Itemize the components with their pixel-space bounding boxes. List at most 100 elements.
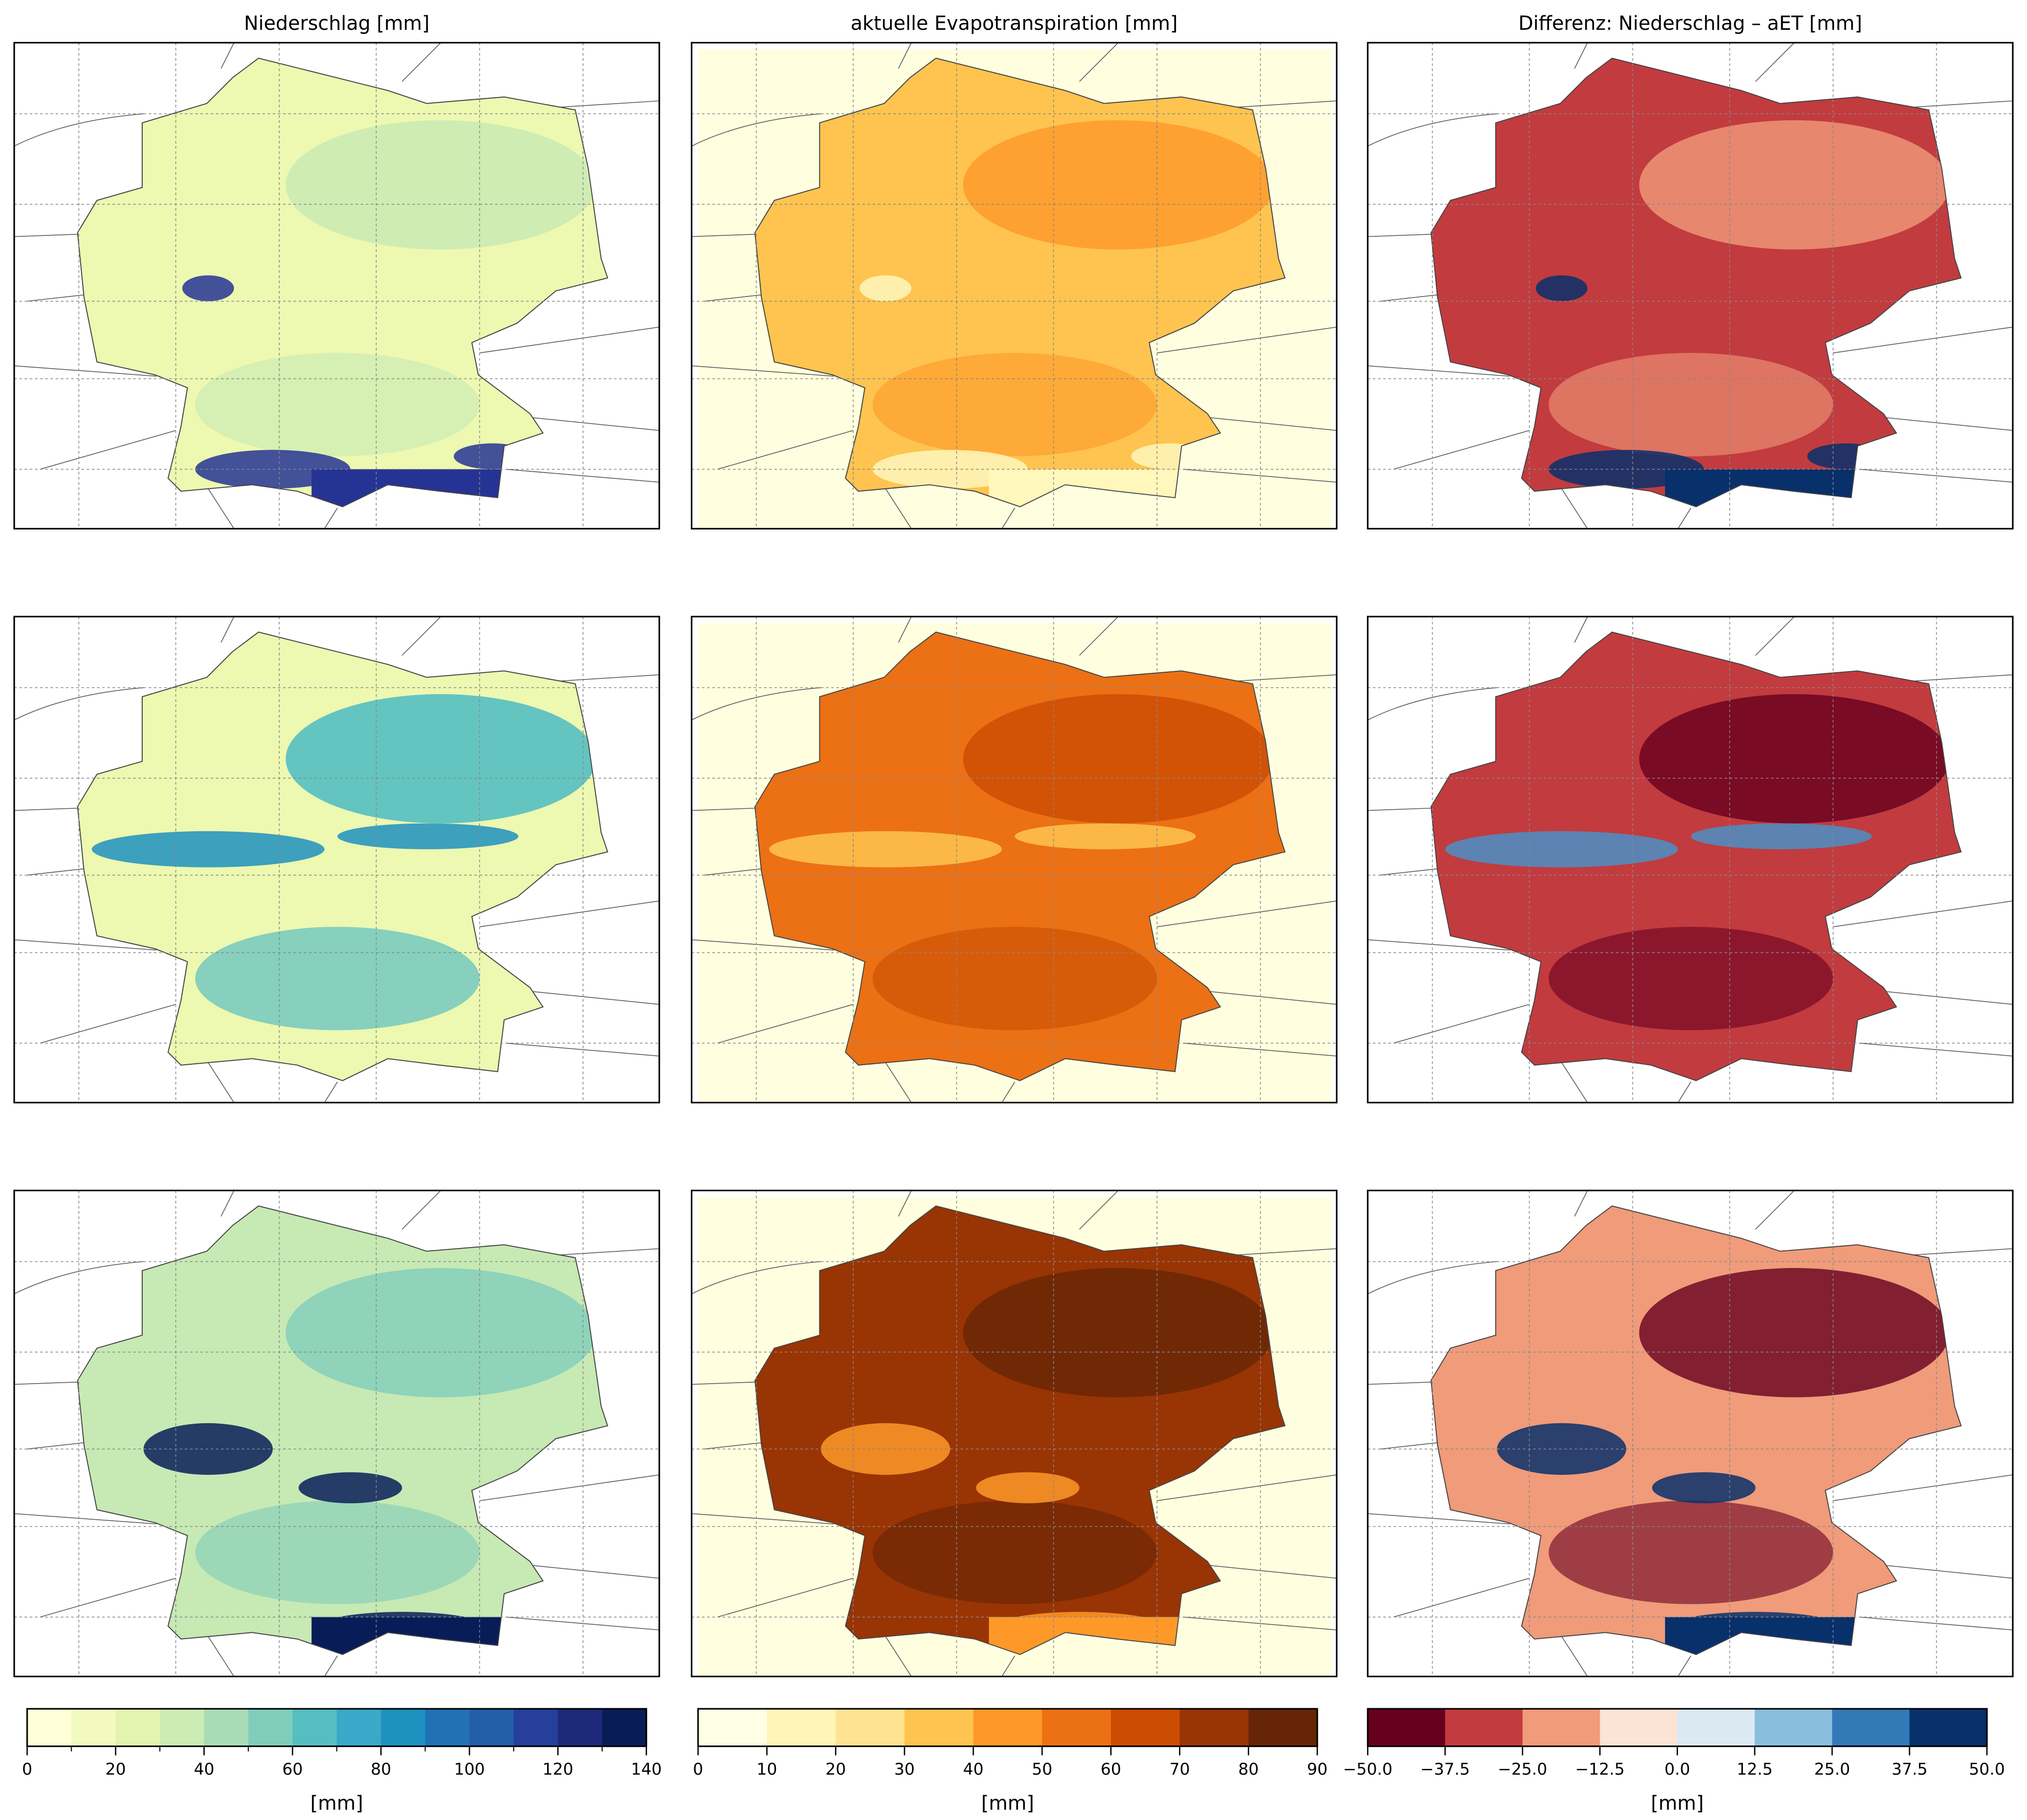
colorbar-segment bbox=[425, 1709, 470, 1746]
accent-region bbox=[872, 353, 1157, 456]
colorbar-segment bbox=[248, 1709, 293, 1746]
colorbar-segment bbox=[1522, 1709, 1601, 1746]
map-panel-r1-c1 bbox=[13, 42, 660, 529]
panel-frame bbox=[690, 42, 1337, 529]
panel-frame bbox=[690, 615, 1337, 1104]
accent-region bbox=[963, 1268, 1274, 1397]
alps-region bbox=[1665, 469, 1859, 507]
accent-region bbox=[195, 353, 480, 456]
accent-region bbox=[872, 927, 1157, 1030]
colorbar-tick-label: 100 bbox=[454, 1760, 485, 1778]
colorbar-segment bbox=[159, 1709, 205, 1746]
intensity-region bbox=[860, 275, 912, 301]
colorbar-tick-label: −25.0 bbox=[1498, 1760, 1548, 1778]
panel-frame bbox=[13, 42, 660, 529]
colorbar-segment bbox=[904, 1709, 974, 1746]
colorbar-tick-label: 40 bbox=[194, 1760, 214, 1778]
colorbar-tick-label: 20 bbox=[826, 1760, 846, 1778]
colorbar-3: −50.0 −37.5 −25.0 −12.5 0.0 12.5 25.0 37.5 50.0 [… bbox=[1343, 1708, 2005, 1814]
intensity-region bbox=[182, 275, 234, 301]
colorbar-segment bbox=[1909, 1709, 1987, 1746]
colorbar-tick-label: 0 bbox=[22, 1760, 32, 1778]
column-title: aktuelle Evapotranspiration [mm] bbox=[850, 11, 1178, 34]
accent-region bbox=[286, 1268, 596, 1397]
intensity-region bbox=[976, 1472, 1080, 1503]
colorbar-tick-label: 90 bbox=[1307, 1760, 1327, 1778]
intensity-region bbox=[1445, 831, 1678, 868]
intensity-region bbox=[1452, 965, 1491, 1043]
colorbar-segment bbox=[973, 1709, 1043, 1746]
colorbar-segment bbox=[836, 1709, 905, 1746]
colorbar-segment bbox=[698, 1709, 767, 1746]
colorbar-tick-label: 60 bbox=[1101, 1760, 1121, 1778]
accent-region bbox=[195, 1501, 480, 1604]
accent-region bbox=[286, 694, 596, 824]
colorbar-label: [mm] bbox=[310, 1791, 363, 1814]
map-panel-r3-c3 bbox=[1367, 1189, 2014, 1678]
map-panel-r1-c3 bbox=[1367, 42, 2014, 529]
colorbar-segment bbox=[1677, 1709, 1755, 1746]
alps-region bbox=[311, 1617, 506, 1655]
colorbar-2: 0 10 20 30 40 50 60 70 80 90 [mm] bbox=[693, 1708, 1327, 1814]
colorbar-segment bbox=[292, 1709, 338, 1746]
alps-region bbox=[1665, 1617, 1859, 1655]
colorbar-segment bbox=[767, 1709, 836, 1746]
colorbar-tick-label: 70 bbox=[1169, 1760, 1190, 1778]
intensity-region bbox=[1652, 1472, 1756, 1503]
colorbar-segment bbox=[1368, 1709, 1446, 1746]
accent-region bbox=[1639, 120, 1950, 250]
intensity-region bbox=[769, 831, 1002, 868]
column-title: Niederschlag [mm] bbox=[244, 11, 430, 34]
map-panel-r3-c2 bbox=[690, 1189, 1337, 1678]
accent-region bbox=[1549, 1501, 1833, 1604]
colorbar-segment bbox=[1832, 1709, 1910, 1746]
alps-region bbox=[311, 469, 506, 507]
panel-frame bbox=[1367, 1189, 2014, 1678]
column-title: Differenz: Niederschlag – aET [mm] bbox=[1518, 11, 1862, 34]
panel-frame bbox=[1367, 615, 2014, 1104]
panel-frame bbox=[690, 1189, 1337, 1678]
colorbar-frame bbox=[697, 1708, 1318, 1747]
intensity-region bbox=[454, 443, 531, 469]
colorbar-tick-label: 37.5 bbox=[1891, 1760, 1927, 1778]
map-panel-r3-c1 bbox=[13, 1189, 660, 1678]
accent-region bbox=[286, 120, 596, 250]
colorbar-segment bbox=[204, 1709, 249, 1746]
colorbar-segment bbox=[337, 1709, 382, 1746]
accent-region bbox=[1549, 927, 1833, 1030]
intensity-region bbox=[298, 1472, 402, 1503]
accent-region bbox=[1639, 1268, 1950, 1397]
colorbar-tick-label: 140 bbox=[631, 1760, 662, 1778]
colorbar-tick-label: −37.5 bbox=[1421, 1760, 1470, 1778]
colorbar-segment bbox=[27, 1709, 72, 1746]
colorbar-tick-label: 12.5 bbox=[1737, 1760, 1772, 1778]
colorbar-tick-label: 120 bbox=[542, 1760, 573, 1778]
colorbar-tick-label: 80 bbox=[371, 1760, 391, 1778]
colorbar-tick-label: 20 bbox=[106, 1760, 126, 1778]
colorbar-1: 0 20 40 60 80 100 120 140 [mm] bbox=[22, 1708, 662, 1814]
colorbar-segment bbox=[1111, 1709, 1180, 1746]
colorbar-tick-label: −50.0 bbox=[1343, 1760, 1392, 1778]
colorbar-tick-label: 50.0 bbox=[1969, 1760, 2005, 1778]
intensity-region bbox=[92, 831, 325, 868]
colorbar-tick-label: 30 bbox=[894, 1760, 915, 1778]
colorbar-segment bbox=[116, 1709, 160, 1746]
intensity-region bbox=[98, 965, 137, 1043]
colorbar-tick-label: 0 bbox=[693, 1760, 703, 1778]
colorbar-tick-label: 80 bbox=[1238, 1760, 1259, 1778]
accent-region bbox=[872, 1501, 1157, 1604]
colorbar-segment bbox=[1042, 1709, 1112, 1746]
map-panel-r2-c3 bbox=[1367, 615, 2014, 1104]
intensity-region bbox=[1536, 275, 1588, 301]
colorbar-segment bbox=[1179, 1709, 1249, 1746]
intensity-region bbox=[1691, 823, 1872, 849]
accent-region bbox=[963, 694, 1274, 824]
accent-region bbox=[1639, 694, 1950, 824]
colorbar-segment bbox=[1445, 1709, 1523, 1746]
colorbar-segment bbox=[558, 1709, 603, 1746]
intensity-region bbox=[1807, 443, 1885, 469]
colorbar-tick-label: 40 bbox=[963, 1760, 984, 1778]
intensity-region bbox=[337, 823, 519, 849]
accent-region bbox=[195, 927, 480, 1030]
